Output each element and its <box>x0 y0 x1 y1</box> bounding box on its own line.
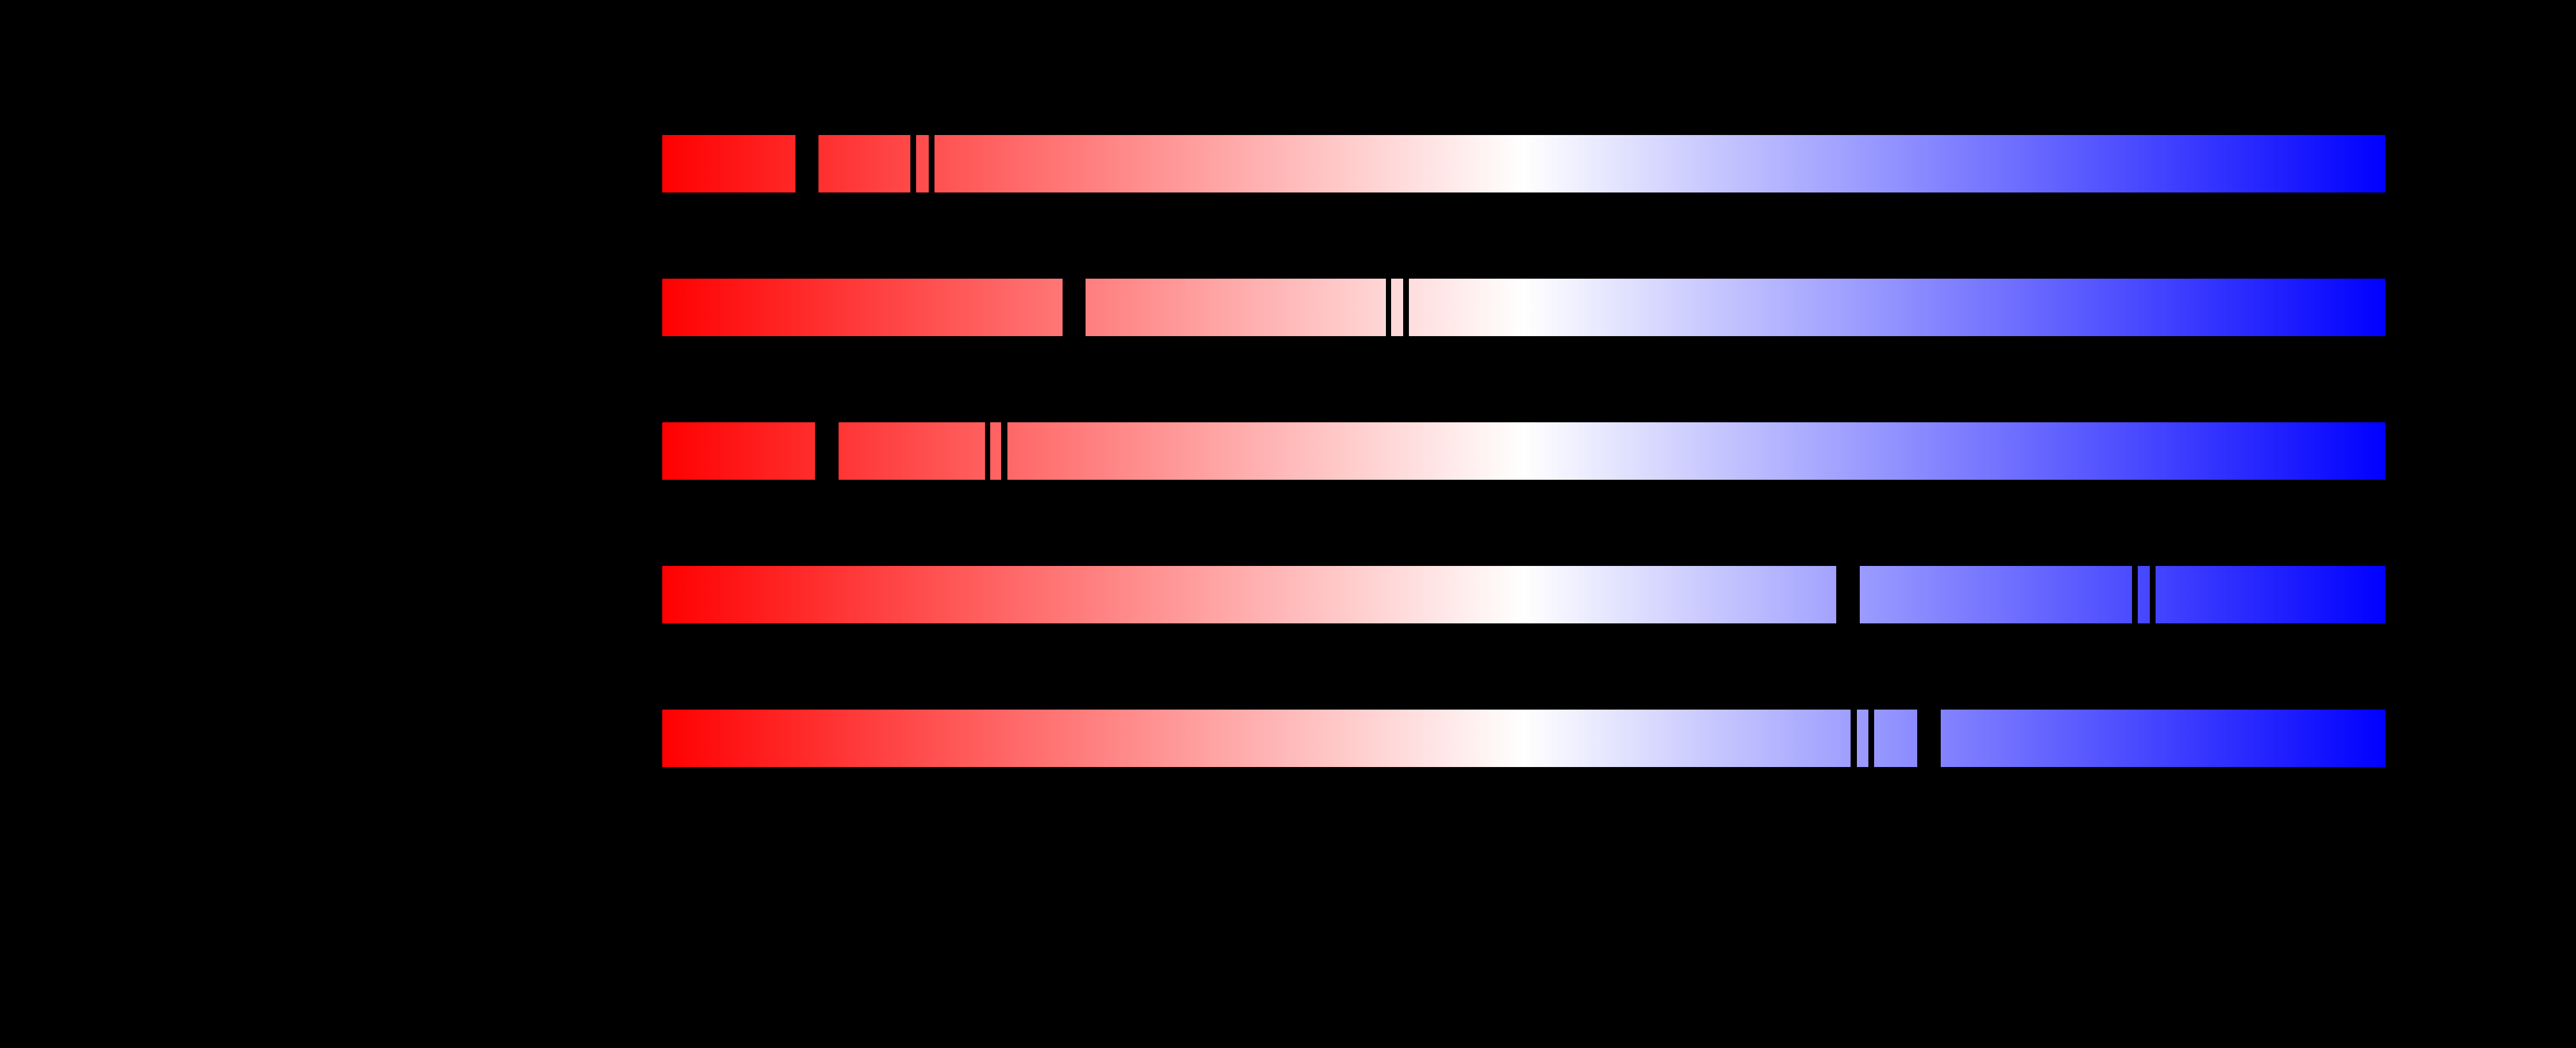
tick-mark-thin <box>910 135 916 192</box>
tick-mark-thin <box>2132 566 2138 623</box>
tick-mark-wide <box>1836 566 1860 623</box>
tick-mark-thin <box>1001 422 1007 480</box>
tick-mark-wide <box>1917 710 1941 767</box>
tick-mark-wide <box>795 135 818 192</box>
tick-mark-wide <box>815 422 839 480</box>
tick-mark-thin <box>929 135 934 192</box>
tick-mark-thin <box>1851 710 1857 767</box>
gradient-bar-row-1 <box>662 135 2385 192</box>
tick-mark-thin <box>1386 279 1391 336</box>
tick-mark-thin <box>1868 710 1874 767</box>
tick-mark-thin <box>985 422 990 480</box>
gradient-bar-row-4 <box>662 566 2385 623</box>
tick-mark-thin <box>1403 279 1409 336</box>
gradient-bar-row-2 <box>662 279 2385 336</box>
gradient-bar-row-3 <box>662 422 2385 480</box>
gradient-bar-row-5 <box>662 710 2385 767</box>
tick-mark-wide <box>1063 279 1086 336</box>
tick-mark-thin <box>2150 566 2156 623</box>
